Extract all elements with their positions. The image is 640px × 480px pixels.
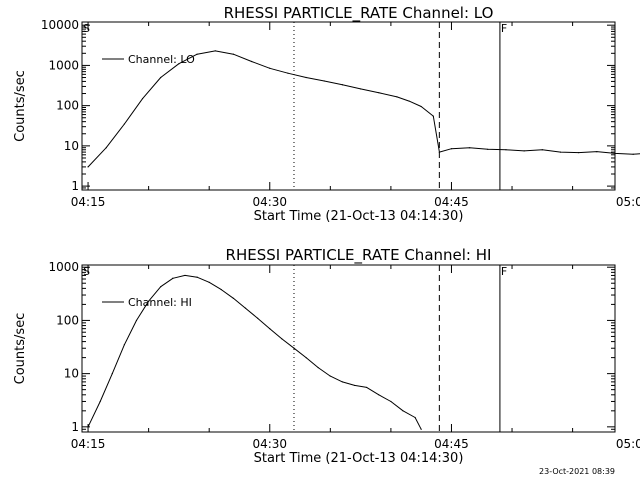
- data-point-0: [178, 63, 180, 65]
- data-point-0: [269, 67, 271, 69]
- data-point-1: [220, 288, 222, 291]
- data-point-0: [105, 147, 107, 149]
- data-point-1: [281, 338, 283, 340]
- y-tick-label-0: 10000: [41, 18, 79, 32]
- y-tick-label-0: 1000: [48, 58, 79, 72]
- data-point-1: [317, 366, 319, 369]
- data-point-0: [214, 50, 216, 52]
- y-axis-label-0: Counts/sec: [13, 70, 28, 142]
- legend-label-0: Channel: LO: [128, 53, 195, 66]
- data-point-0: [438, 151, 440, 153]
- data-point-0: [408, 100, 410, 102]
- data-point-1: [329, 375, 331, 377]
- marker-flag-S-0: S: [83, 22, 90, 35]
- data-point-0: [360, 88, 362, 90]
- data-point-0: [469, 147, 471, 149]
- data-point-0: [487, 148, 489, 150]
- x-tick-label-0: 04:45: [434, 195, 469, 209]
- data-point-1: [148, 300, 150, 302]
- data-point-1: [353, 384, 356, 387]
- data-point-1: [184, 274, 186, 277]
- x-tick-label-0: 05:00: [616, 195, 640, 209]
- marker-flag-F-1: F: [501, 265, 507, 278]
- data-point-0: [420, 105, 422, 108]
- x-tick-label-1: 05:00: [616, 437, 640, 451]
- data-point-0: [287, 72, 289, 74]
- data-point-1: [123, 344, 125, 346]
- data-point-0: [250, 60, 253, 63]
- data-point-0: [523, 150, 525, 152]
- y-axis-label-1: Counts/sec: [13, 313, 28, 385]
- data-point-1: [269, 328, 271, 330]
- data-point-0: [196, 53, 198, 55]
- data-point-1: [414, 416, 416, 419]
- data-point-1: [244, 307, 247, 309]
- legend-label-1: Channel: HI: [128, 296, 192, 309]
- plot-frame-0: [81, 21, 616, 191]
- x-tick-label-1: 04:30: [252, 437, 287, 451]
- data-point-1: [87, 426, 89, 428]
- data-point-0: [614, 152, 616, 154]
- x-tick-label-1: 04:45: [434, 437, 469, 451]
- plot-timestamp: 23-Oct-2021 08:39: [539, 467, 615, 476]
- x-tick-label-0: 04:15: [71, 195, 106, 209]
- marker-flag-F-0: F: [501, 22, 507, 35]
- chart-title-0: RHESSI PARTICLE_RATE Channel: LO: [224, 4, 494, 23]
- data-point-0: [541, 149, 543, 151]
- data-point-1: [160, 286, 162, 288]
- x-axis-label-1: Start Time (21-Oct-13 04:14:30): [254, 451, 464, 466]
- x-tick-label-0: 04:30: [252, 195, 287, 209]
- data-point-1: [257, 317, 259, 319]
- data-point-1: [135, 319, 138, 322]
- data-point-0: [232, 53, 235, 55]
- y-tick-label-1: 100: [56, 313, 79, 327]
- data-point-0: [632, 153, 634, 155]
- data-point-0: [160, 76, 162, 79]
- data-point-0: [450, 148, 453, 150]
- data-point-0: [305, 76, 307, 79]
- data-point-0: [341, 84, 344, 86]
- data-point-1: [402, 410, 404, 412]
- data-point-1: [208, 281, 210, 283]
- y-tick-label-0: 1: [71, 179, 79, 193]
- data-point-0: [505, 149, 507, 151]
- y-tick-label-1: 1: [71, 420, 79, 434]
- y-tick-label-1: 10: [64, 367, 79, 381]
- data-point-1: [305, 357, 307, 359]
- data-point-1: [99, 400, 101, 403]
- data-point-0: [432, 115, 434, 117]
- data-point-0: [323, 80, 325, 82]
- data-point-1: [390, 400, 392, 403]
- data-point-0: [396, 96, 398, 98]
- data-point-1: [341, 381, 344, 383]
- y-tick-label-0: 10: [64, 139, 79, 153]
- data-point-0: [87, 166, 89, 168]
- series-line-0-0: [87, 50, 640, 168]
- data-point-1: [366, 386, 368, 389]
- data-point-0: [378, 92, 380, 94]
- data-point-1: [420, 428, 422, 430]
- data-point-1: [378, 394, 380, 396]
- data-point-0: [123, 123, 125, 125]
- data-point-1: [196, 276, 198, 278]
- data-point-0: [578, 152, 580, 154]
- plot-frame-1: [81, 264, 616, 433]
- data-point-1: [172, 277, 174, 279]
- chart-title-1: RHESSI PARTICLE_RATE Channel: HI: [226, 246, 492, 265]
- x-tick-label-1: 04:15: [71, 437, 106, 451]
- y-tick-label-1: 1000: [48, 260, 79, 274]
- x-axis-label-0: Start Time (21-Oct-13 04:14:30): [254, 209, 464, 224]
- marker-flag-S-1: S: [83, 265, 90, 278]
- data-point-1: [232, 297, 235, 299]
- data-point-1: [111, 373, 113, 375]
- data-point-0: [596, 151, 598, 153]
- data-point-0: [141, 97, 144, 100]
- data-point-0: [559, 151, 562, 153]
- y-tick-label-0: 100: [56, 99, 79, 113]
- data-point-1: [293, 347, 295, 349]
